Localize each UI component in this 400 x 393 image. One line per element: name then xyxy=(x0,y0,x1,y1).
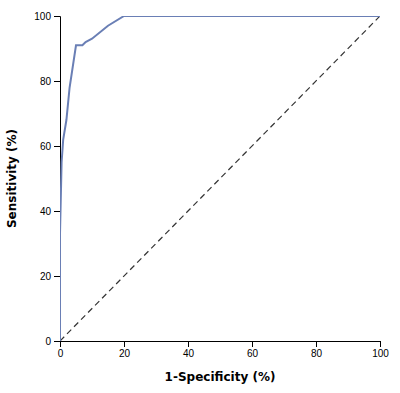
tick-mark xyxy=(54,211,60,212)
tick: 80 xyxy=(311,341,323,359)
tick: 80 xyxy=(40,76,60,87)
tick-mark xyxy=(54,341,60,342)
tick: 0 xyxy=(45,336,60,347)
tick: 40 xyxy=(183,341,195,359)
tick: 60 xyxy=(247,341,259,359)
tick-label: 60 xyxy=(40,141,52,152)
tick: 0 xyxy=(58,341,64,359)
chart-svg: 0 20 40 60 80 100 0 20 40 60 80 100 1-Specificity (%… xyxy=(0,0,400,393)
tick: 60 xyxy=(40,141,60,152)
tick-label: 60 xyxy=(247,348,259,359)
tick-mark xyxy=(380,341,381,347)
tick: 100 xyxy=(372,341,389,359)
tick-label: 20 xyxy=(40,271,52,282)
tick-mark xyxy=(54,16,60,17)
tick-label: 100 xyxy=(34,11,51,22)
tick-label: 40 xyxy=(183,348,195,359)
line xyxy=(60,16,380,341)
tick-label: 0 xyxy=(58,348,64,359)
x-axis: 0 20 40 60 80 100 xyxy=(58,341,390,359)
tick-mark xyxy=(54,146,60,147)
tick: 20 xyxy=(119,341,131,359)
axis-line xyxy=(54,17,61,342)
y-axis: 0 20 40 60 80 100 xyxy=(34,11,60,347)
tick-label: 80 xyxy=(40,76,52,87)
tick-mark xyxy=(124,341,125,347)
plot: 0 20 40 60 80 100 0 20 40 60 80 100 xyxy=(34,11,389,359)
tick: 40 xyxy=(40,206,60,217)
tick-mark xyxy=(54,276,60,277)
chart-container: 0 20 40 60 80 100 0 20 40 60 80 100 1-Specificity (%… xyxy=(0,0,400,393)
tick-mark xyxy=(316,341,317,347)
line xyxy=(60,16,380,341)
tick: 100 xyxy=(34,11,60,22)
tick: 20 xyxy=(40,271,60,282)
tick-mark xyxy=(188,341,189,347)
x-axis-title: 1-Specificity (%) xyxy=(165,370,276,384)
y-axis-title: Sensitivity (%) xyxy=(5,129,19,228)
tick-label: 20 xyxy=(119,348,131,359)
tick-label: 100 xyxy=(372,348,389,359)
tick-mark xyxy=(54,81,60,82)
tick-label: 0 xyxy=(45,336,51,347)
tick-label: 80 xyxy=(311,348,323,359)
axis-line xyxy=(61,342,381,348)
lines xyxy=(60,16,380,341)
tick-label: 40 xyxy=(40,206,52,217)
tick-mark xyxy=(252,341,253,347)
